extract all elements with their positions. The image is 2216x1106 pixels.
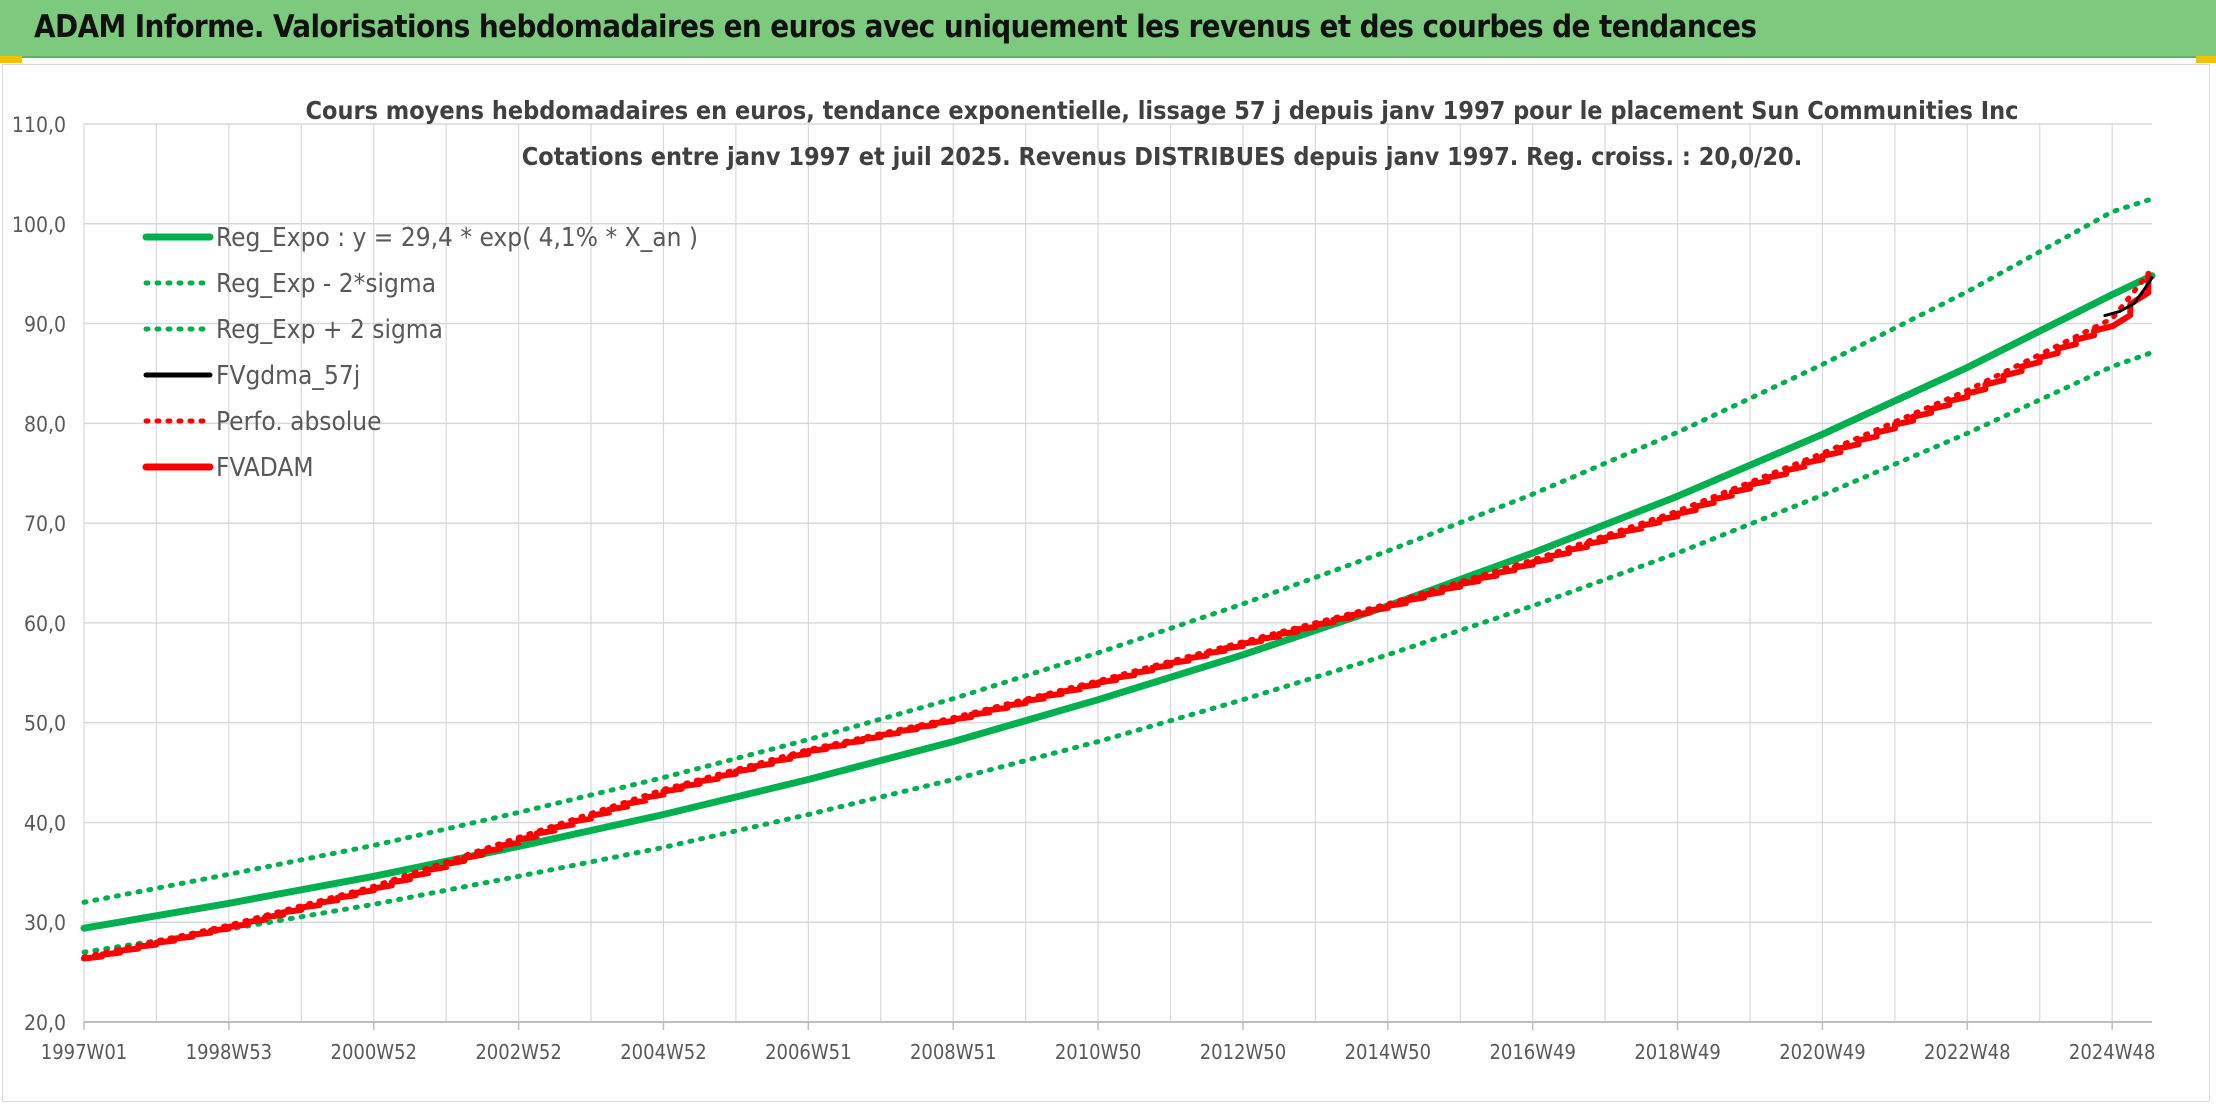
x-tick-label: 2004W52 — [620, 1040, 706, 1064]
legend-label: Reg_Expo : y = 29,4 * exp( 4,1% * X_an ) — [216, 223, 698, 253]
x-tick-label: 1998W53 — [186, 1040, 272, 1064]
legend-label: Reg_Exp + 2 sigma — [216, 315, 443, 345]
grid-lines — [83, 123, 2152, 1023]
corner-mark-left — [0, 56, 22, 63]
x-tick-label: 2002W52 — [475, 1040, 561, 1064]
legend: Reg_Expo : y = 29,4 * exp( 4,1% * X_an )… — [142, 223, 698, 483]
x-tick-label: 2016W49 — [1489, 1040, 1575, 1064]
axes: 20,0 30,0 40,0 50,0 60,0 70,0 80,0 90,0 100,0 110… — [12, 113, 2155, 1064]
x-tick-label: 2024W48 — [2069, 1040, 2155, 1064]
legend-label: Reg_Exp - 2*sigma — [216, 269, 436, 299]
y-tick-label: 70,0 — [24, 512, 66, 536]
x-tick-label: 2012W50 — [1200, 1040, 1286, 1064]
y-tick-label: 40,0 — [24, 811, 66, 835]
y-tick-label: 100,0 — [12, 213, 66, 237]
series-line-reg_expo — [80, 272, 2156, 932]
x-tick-label: 2014W50 — [1345, 1040, 1431, 1064]
x-tick-label: 2008W51 — [910, 1040, 996, 1064]
x-tick-label: 2020W49 — [1779, 1040, 1865, 1064]
series-line-reg_exp — [81, 350, 2155, 955]
y-tick-label: 30,0 — [24, 911, 66, 935]
x-tick-label: 2006W51 — [765, 1040, 851, 1064]
x-tick-label: 1997W01 — [41, 1040, 127, 1064]
chart-area — [2, 64, 2210, 1102]
y-tick-label: 110,0 — [12, 113, 66, 137]
y-tick-label: 60,0 — [24, 612, 66, 636]
series-line-fvadam — [81, 270, 2152, 962]
series-line-perfo. — [81, 271, 2151, 960]
x-tick-label: 2010W50 — [1055, 1040, 1141, 1064]
series-line-fvgdma_57j — [2103, 276, 2154, 318]
x-tick-label: 2000W52 — [331, 1040, 417, 1064]
series-lines — [80, 196, 2156, 962]
y-tick-label: 80,0 — [24, 412, 66, 436]
page-title: ADAM Informe. Valorisations hebdomadaire… — [34, 9, 1757, 45]
y-tick-label: 20,0 — [24, 1011, 66, 1035]
y-tick-label: 90,0 — [24, 313, 66, 337]
chart-title: Cours moyens hebdomadaires en euros, ten… — [306, 96, 2019, 125]
series-line-reg_exp — [81, 196, 2155, 905]
legend-label: FVgdma_57j — [216, 361, 360, 391]
x-tick-label: 2018W49 — [1634, 1040, 1720, 1064]
header-banner: ADAM Informe. Valorisations hebdomadaire… — [0, 0, 2216, 58]
legend-label: FVADAM — [216, 453, 314, 483]
chart-subtitle: Cotations entre janv 1997 et juil 2025. … — [522, 142, 1803, 171]
y-tick-label: 50,0 — [24, 712, 66, 736]
corner-mark-right — [2196, 56, 2216, 63]
legend-label: Perfo. absolue — [216, 407, 382, 437]
x-tick-label: 2022W48 — [1924, 1040, 2010, 1064]
